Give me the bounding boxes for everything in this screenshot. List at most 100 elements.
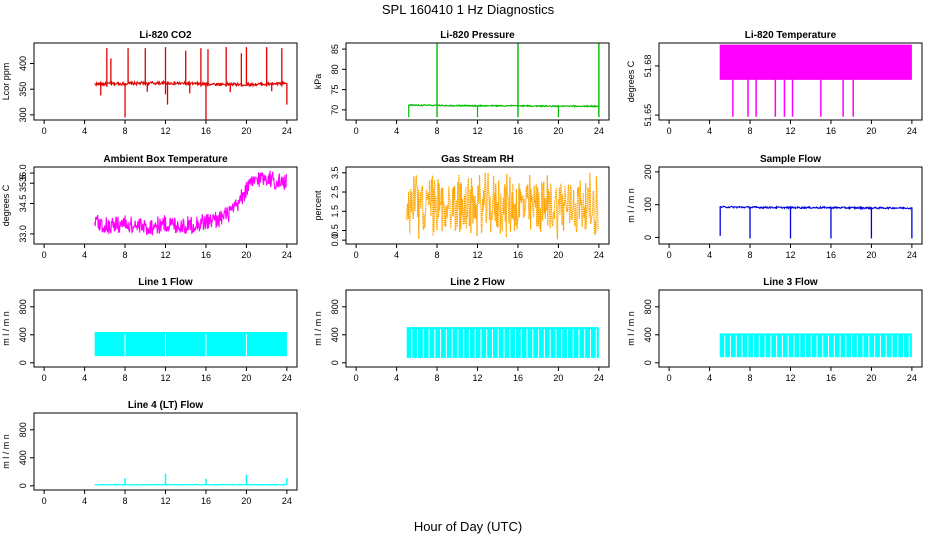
x-tick-label: 8 xyxy=(435,126,440,136)
x-tick-label: 20 xyxy=(866,250,876,260)
x-axis-label: Hour of Day (UTC) xyxy=(414,519,522,534)
x-tick-label: 0 xyxy=(354,126,359,136)
data-line xyxy=(408,103,599,109)
y-tick-label: 80 xyxy=(330,64,340,74)
chart-box_temp: Ambient Box Temperature degrees C 0 4 8 12 16 2… xyxy=(1,154,298,260)
x-tick-label: 24 xyxy=(907,373,917,383)
chart-title: Sample Flow xyxy=(760,154,821,165)
y-tick-label: 800 xyxy=(643,299,653,314)
x-tick-label: 24 xyxy=(594,126,604,136)
x-tick-label: 16 xyxy=(826,250,836,260)
chart-pressure: Li-820 Pressure kPa 0 4 8 12 16 20 24 70 75 80 85 xyxy=(313,30,610,136)
chart-title: Line 3 Flow xyxy=(763,277,818,288)
x-tick-label: 12 xyxy=(160,126,170,136)
x-tick-label: 16 xyxy=(201,496,211,506)
x-tick-label: 8 xyxy=(435,250,440,260)
x-tick-label: 20 xyxy=(553,250,563,260)
x-tick-label: 24 xyxy=(907,250,917,260)
x-tick-label: 16 xyxy=(513,126,523,136)
chart-line1: Line 1 Flow m l / m n 0 4 8 12 16 20 24 0 400 800 xyxy=(1,277,298,383)
y-tick-label: 51.68 xyxy=(643,55,653,78)
x-tick-label: 4 xyxy=(82,250,87,260)
x-tick-label: 12 xyxy=(785,126,795,136)
x-tick-label: 8 xyxy=(748,250,753,260)
x-tick-label: 16 xyxy=(513,250,523,260)
chart-li_temp: Li-820 Temperature degrees C 0 4 8 12 16 20 24 51… xyxy=(626,30,923,136)
x-tick-label: 8 xyxy=(123,496,128,506)
x-tick-label: 4 xyxy=(707,250,712,260)
y-tick-label: 3.5 xyxy=(330,167,340,180)
chart-title: Ambient Box Temperature xyxy=(103,154,228,165)
data-band xyxy=(94,332,287,357)
x-tick-label: 16 xyxy=(513,373,523,383)
x-tick-label: 24 xyxy=(594,373,604,383)
data-line xyxy=(406,172,599,240)
x-tick-label: 0 xyxy=(42,126,47,136)
data-line xyxy=(94,79,287,88)
x-tick-label: 24 xyxy=(907,126,917,136)
data-line xyxy=(94,483,287,486)
x-tick-label: 20 xyxy=(241,126,251,136)
x-tick-label: 12 xyxy=(472,250,482,260)
y-tick-label: 800 xyxy=(18,422,28,437)
chart-title: Li-820 Temperature xyxy=(745,30,837,41)
series-line3 xyxy=(719,333,912,358)
chart-title: Line 1 Flow xyxy=(138,277,193,288)
series-sample_flow xyxy=(719,205,913,239)
y-axis-label: m l / m n xyxy=(1,311,11,346)
y-tick-label: 300 xyxy=(18,107,28,122)
x-tick-label: 0 xyxy=(42,496,47,506)
y-tick-label: 1.5 xyxy=(330,205,340,218)
series-li_temp xyxy=(719,44,912,117)
series-box_temp xyxy=(94,170,287,236)
series-line1 xyxy=(94,332,287,357)
y-tick-label: 51.65 xyxy=(643,104,653,127)
chart-title: Gas Stream RH xyxy=(441,154,514,165)
y-tick-label: 0 xyxy=(330,360,340,365)
x-tick-label: 12 xyxy=(160,373,170,383)
x-tick-label: 0 xyxy=(667,373,672,383)
x-tick-label: 0 xyxy=(667,126,672,136)
x-tick-label: 4 xyxy=(394,126,399,136)
y-tick-label: 0.0 xyxy=(330,234,340,247)
x-tick-label: 24 xyxy=(594,250,604,260)
y-tick-label: 400 xyxy=(330,327,340,342)
x-tick-label: 12 xyxy=(160,496,170,506)
x-tick-label: 20 xyxy=(553,373,563,383)
y-tick-label: 35.5 xyxy=(18,174,28,192)
y-axis-label: percent xyxy=(313,190,323,221)
y-axis-label: Lcor ppm xyxy=(1,63,11,101)
x-tick-label: 4 xyxy=(707,373,712,383)
y-tick-label: 33.0 xyxy=(18,225,28,243)
chart-line3: Line 3 Flow m l / m n 0 4 8 12 16 20 24 0 400 800 xyxy=(626,277,923,383)
data-band xyxy=(406,327,599,358)
data-band xyxy=(719,333,912,358)
chart-title: Li-820 CO2 xyxy=(139,30,192,41)
y-tick-label: 0 xyxy=(643,235,653,240)
chart-line4: Line 4 (LT) Flow m l / m n 0 4 8 12 16 20 24 0 400… xyxy=(1,400,298,506)
y-tick-label: 400 xyxy=(18,450,28,465)
y-tick-label: 400 xyxy=(643,327,653,342)
x-tick-label: 20 xyxy=(553,126,563,136)
y-tick-label: 400 xyxy=(18,56,28,71)
y-tick-label: 85 xyxy=(330,44,340,54)
x-tick-label: 4 xyxy=(394,373,399,383)
x-tick-label: 4 xyxy=(82,496,87,506)
series-line2 xyxy=(406,327,599,358)
x-tick-label: 12 xyxy=(785,373,795,383)
x-tick-label: 8 xyxy=(435,373,440,383)
y-tick-label: 0 xyxy=(18,360,28,365)
x-tick-label: 8 xyxy=(123,126,128,136)
chart-title: Li-820 Pressure xyxy=(440,30,515,41)
x-tick-label: 12 xyxy=(472,126,482,136)
y-tick-label: 400 xyxy=(18,327,28,342)
chart-rh: Gas Stream RH percent 0 4 8 12 16 20 24 0.00.5 1.5… xyxy=(313,154,610,260)
series-co2 xyxy=(94,47,288,120)
y-tick-label: 70 xyxy=(330,105,340,115)
x-tick-label: 12 xyxy=(785,250,795,260)
x-tick-label: 24 xyxy=(282,126,292,136)
y-axis-label: degrees C xyxy=(626,60,636,102)
series-line4 xyxy=(94,473,288,486)
